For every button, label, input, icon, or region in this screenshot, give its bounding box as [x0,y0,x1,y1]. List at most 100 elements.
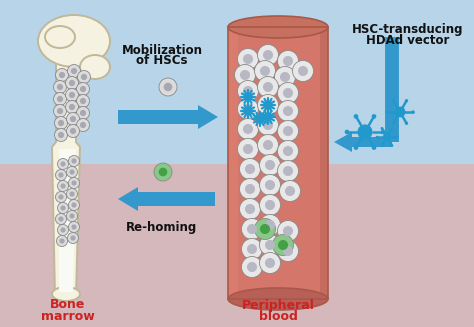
Ellipse shape [52,287,80,301]
Circle shape [66,125,80,137]
Circle shape [283,126,293,136]
Circle shape [277,220,299,242]
Circle shape [255,218,275,239]
Text: Peripheral: Peripheral [242,299,314,312]
Circle shape [237,48,258,70]
FancyArrow shape [334,132,392,152]
Bar [0,164,474,327]
Circle shape [239,198,261,219]
Circle shape [381,127,383,129]
Circle shape [411,110,415,114]
Circle shape [58,132,64,138]
Circle shape [265,200,275,210]
Circle shape [277,161,299,181]
Circle shape [59,238,64,244]
Circle shape [259,175,281,196]
Circle shape [283,146,293,156]
Circle shape [69,213,74,219]
Circle shape [245,204,255,214]
Circle shape [69,221,80,232]
Circle shape [280,181,301,201]
Circle shape [57,84,63,90]
Circle shape [265,258,275,268]
Circle shape [80,86,86,92]
Circle shape [70,116,76,122]
Circle shape [259,215,281,235]
Circle shape [259,154,281,176]
Circle shape [241,238,263,260]
Circle shape [70,128,76,134]
Circle shape [405,122,408,125]
Circle shape [57,225,69,235]
Circle shape [80,98,86,104]
Circle shape [66,166,78,178]
Circle shape [354,145,358,150]
Circle shape [65,77,79,90]
Circle shape [55,116,67,129]
Circle shape [54,80,66,94]
Circle shape [263,50,273,60]
Circle shape [277,100,299,122]
Circle shape [56,235,67,247]
Circle shape [257,114,279,135]
Circle shape [57,96,63,102]
Circle shape [58,120,64,126]
Circle shape [247,224,257,234]
Circle shape [265,240,275,250]
Circle shape [66,188,78,199]
Circle shape [65,89,79,101]
Ellipse shape [38,15,110,67]
Circle shape [69,156,80,166]
Circle shape [392,122,395,125]
Circle shape [381,144,383,147]
Circle shape [298,66,308,76]
Circle shape [69,178,80,188]
Circle shape [69,169,74,175]
Circle shape [69,92,75,98]
Circle shape [405,99,408,102]
Circle shape [241,256,263,278]
Circle shape [72,158,77,164]
Circle shape [391,127,393,129]
Circle shape [69,80,75,86]
Circle shape [55,68,69,81]
Circle shape [257,95,279,115]
FancyArrow shape [118,105,218,129]
Circle shape [385,110,389,114]
Circle shape [81,74,87,80]
Circle shape [241,218,263,239]
Circle shape [392,99,395,102]
Circle shape [243,54,253,64]
Circle shape [71,68,77,74]
Circle shape [76,95,90,108]
Circle shape [60,205,65,211]
Circle shape [277,82,299,104]
Polygon shape [52,37,80,297]
Circle shape [283,226,293,236]
Text: Re-homing: Re-homing [127,220,198,233]
Circle shape [259,195,281,215]
Circle shape [245,164,255,174]
Circle shape [67,64,81,77]
Text: HDAd vector: HDAd vector [366,33,450,46]
Circle shape [55,192,66,202]
Circle shape [263,140,273,150]
Circle shape [257,44,279,65]
Circle shape [245,184,255,194]
Circle shape [65,100,79,113]
Circle shape [239,159,261,180]
Text: of HSCs: of HSCs [136,55,188,67]
Circle shape [54,105,66,117]
Circle shape [283,166,293,176]
Circle shape [383,133,391,141]
Ellipse shape [228,16,328,38]
Circle shape [80,122,86,128]
Bar [0,0,474,164]
Circle shape [280,72,290,82]
Circle shape [259,252,281,273]
Circle shape [243,86,253,96]
Circle shape [247,262,257,272]
Circle shape [66,211,78,221]
Circle shape [273,234,293,255]
Circle shape [283,246,293,256]
